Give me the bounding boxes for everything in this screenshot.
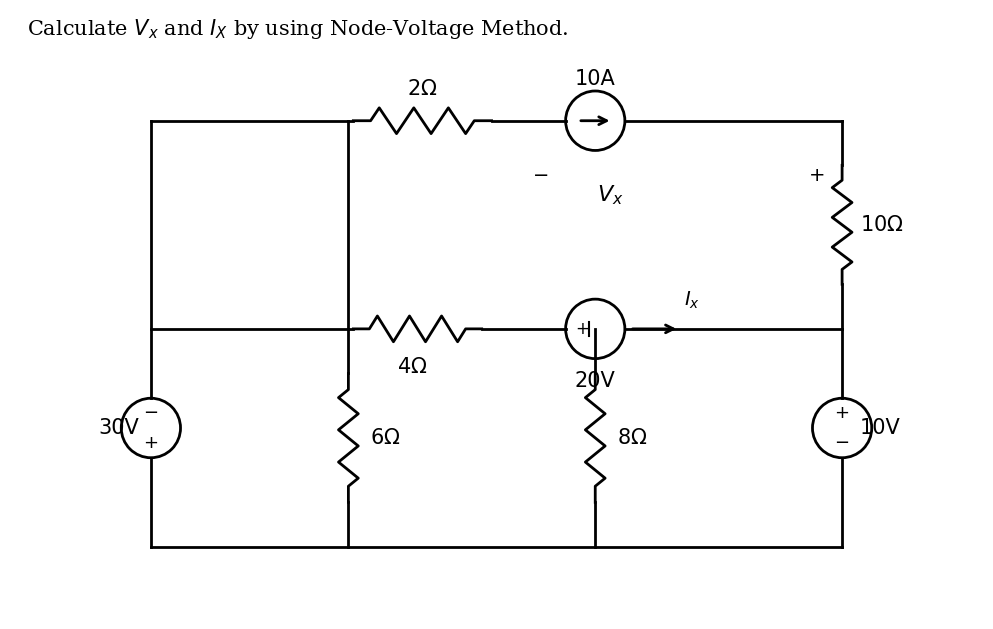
Text: −: − [533, 165, 549, 185]
Text: +: + [576, 320, 589, 338]
Text: 6$\Omega$: 6$\Omega$ [370, 428, 400, 448]
Text: +: + [143, 434, 159, 452]
Text: Calculate $V_x$ and $I_X$ by using Node-Voltage Method.: Calculate $V_x$ and $I_X$ by using Node-… [28, 16, 569, 41]
Text: 10V: 10V [860, 418, 901, 438]
Text: 4$\Omega$: 4$\Omega$ [397, 357, 428, 377]
Text: −: − [143, 404, 159, 422]
Text: 2$\Omega$: 2$\Omega$ [407, 79, 438, 99]
Text: 10A: 10A [575, 69, 616, 89]
Text: 30V: 30V [98, 418, 139, 438]
Text: −: − [834, 434, 850, 452]
Text: +: + [834, 404, 850, 422]
Text: 20V: 20V [575, 370, 616, 391]
Text: 10$\Omega$: 10$\Omega$ [860, 214, 904, 235]
Text: 8$\Omega$: 8$\Omega$ [617, 428, 647, 448]
Text: +: + [809, 165, 825, 185]
Text: $V_x$: $V_x$ [597, 183, 624, 207]
Text: $I_x$: $I_x$ [684, 290, 700, 311]
